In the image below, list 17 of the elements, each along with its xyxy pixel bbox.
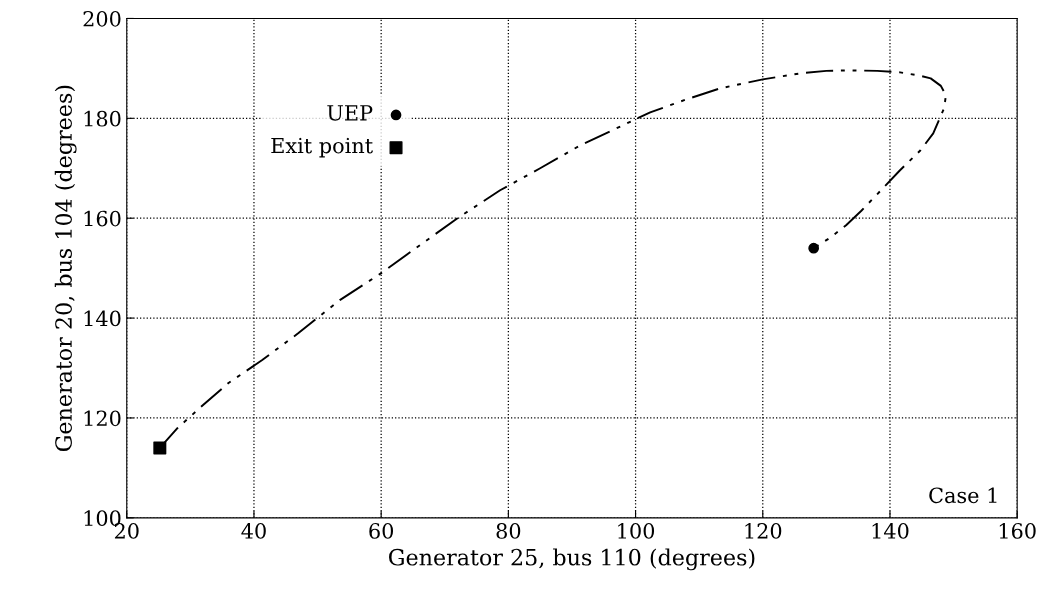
annotation: Case 1	[929, 487, 997, 504]
x-tick-label: 40	[241, 523, 266, 539]
y-tick-label: 180	[84, 110, 121, 127]
x-axis-title: Generator 25, bus 110 (degrees)	[389, 548, 755, 571]
x-tick-label: 100	[618, 523, 655, 539]
y-tick-label: 120	[84, 410, 121, 427]
y-tick-label: 200	[83, 10, 121, 27]
legend-label: UEP	[327, 105, 373, 121]
y-axis-title: Generator 20, bus 104 (degrees)	[54, 85, 77, 452]
x-tick-label: 160	[999, 523, 1036, 539]
y-tick-label: 140	[84, 310, 121, 327]
x-tick-label: 120	[745, 523, 782, 539]
legend-label: Exit point	[271, 137, 373, 158]
y-tick-label: 160	[84, 210, 121, 227]
x-tick-label: 80	[496, 523, 521, 539]
x-tick-label: 60	[369, 523, 394, 539]
x-tick-label: 140	[872, 523, 909, 539]
